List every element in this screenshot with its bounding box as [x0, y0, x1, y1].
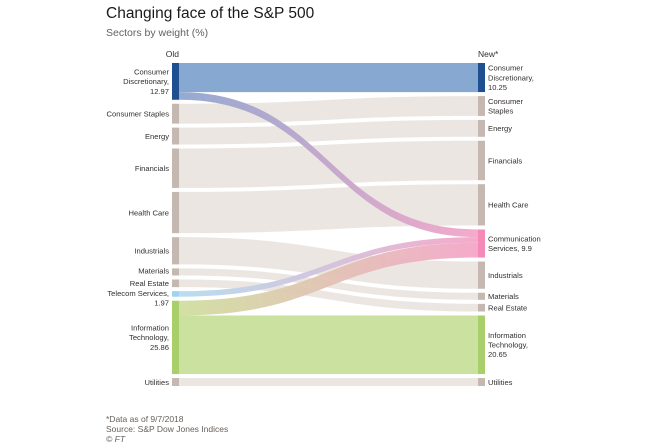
flow-tc-to-co	[179, 237, 478, 297]
flow-cd-to-cd	[179, 63, 478, 93]
right-label-in: Industrials	[488, 271, 523, 280]
left-label-ut: Utilities	[145, 378, 170, 387]
right-label-ma: Materials	[488, 292, 519, 301]
footnote: *Data as of 9/7/2018	[106, 414, 184, 424]
left-node-cd	[172, 63, 179, 100]
left-node-en	[172, 127, 179, 145]
right-label-ut: Utilities	[488, 378, 513, 387]
source-note: Source: S&P Dow Jones Indices	[106, 424, 229, 434]
right-header: New*	[478, 49, 499, 59]
right-label-it: Information Technology, 20.65	[488, 331, 528, 359]
right-label-fi: Financials	[488, 156, 522, 165]
right-node-en	[478, 119, 485, 137]
right-node-cs	[478, 96, 485, 116]
flow-it-to-co	[179, 242, 478, 316]
right-node-fi	[478, 140, 485, 181]
left-label-fi: Financials	[135, 164, 169, 173]
left-node-it	[172, 300, 179, 375]
flow-en-to-en	[179, 119, 478, 145]
flow-ut-to-ut	[179, 378, 478, 386]
right-label-re: Real Estate	[488, 303, 527, 312]
left-label-in: Industrials	[134, 247, 169, 256]
right-node-cd	[478, 63, 485, 93]
left-node-hc	[172, 191, 179, 234]
right-node-ut	[478, 378, 485, 386]
left-node-ut	[172, 378, 179, 386]
right-node-ma	[478, 292, 485, 300]
flow-it-to-it	[179, 315, 478, 375]
credit-note: © FT	[106, 434, 126, 444]
left-label-re: Real Estate	[130, 279, 169, 288]
chart-footer: *Data as of 9/7/2018 Source: S&P Dow Jon…	[106, 414, 228, 444]
right-label-co: Communication Services, 9.9	[488, 234, 541, 253]
left-header: Old	[166, 49, 180, 59]
right-node-hc	[478, 184, 485, 226]
right-node-co	[478, 229, 485, 258]
right-node-it	[478, 315, 485, 375]
flows	[179, 63, 478, 386]
chart-title: Changing face of the S&P 500	[106, 5, 315, 22]
left-label-hc: Health Care	[128, 208, 169, 217]
left-node-fi	[172, 148, 179, 188]
left-node-re	[172, 279, 179, 288]
flow-cs-to-cs	[179, 96, 478, 124]
left-label-cd: Consumer Discretionary, 12.97	[123, 68, 169, 96]
left-label-cs: Consumer Staples	[107, 110, 170, 119]
right-label-cd: Consumer Discretionary, 10.25	[488, 64, 534, 92]
right-label-hc: Health Care	[488, 201, 529, 210]
left-node-ma	[172, 268, 179, 276]
right-node-in	[478, 261, 485, 289]
right-label-en: Energy	[488, 124, 512, 133]
left-label-ma: Materials	[138, 267, 169, 276]
flow-in-to-in	[179, 237, 478, 289]
left-label-it: Information Technology, 25.86	[129, 324, 169, 352]
right-label-cs: Consumer Staples	[488, 97, 523, 116]
left-node-in	[172, 237, 179, 265]
flow-cd-to-co	[179, 92, 478, 238]
chart-subtitle: Sectors by weight (%)	[106, 27, 209, 39]
left-label-en: Energy	[145, 132, 169, 141]
left-node-tc	[172, 291, 179, 297]
left-node-cs	[172, 103, 179, 124]
left-label-tc: Telecom Services, 1.97	[107, 289, 169, 308]
right-node-re	[478, 303, 485, 312]
